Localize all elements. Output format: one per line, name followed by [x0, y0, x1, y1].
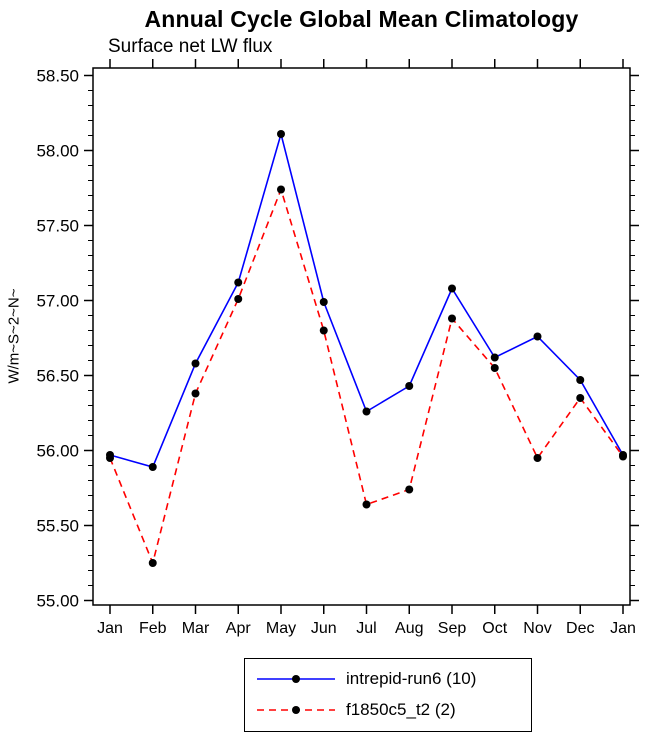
- plot-area: 55.00 55.50 56.00 56.50 57.00 57.50 58.00 58.50…: [36, 59, 639, 637]
- x-tick-label: May: [266, 620, 296, 637]
- legend: intrepid-run6 (10) f1850c5_t2 (2): [244, 658, 533, 732]
- data-point-marker: [191, 359, 200, 368]
- legend-line-sample: [257, 674, 335, 683]
- data-point-marker: [277, 185, 285, 194]
- legend-line-sample: [257, 705, 335, 714]
- data-point-marker: [362, 500, 371, 509]
- y-tick-label: 56.50: [36, 367, 79, 386]
- data-point-marker: [319, 326, 328, 335]
- x-tick-label: Apr: [226, 620, 252, 637]
- x-tick-label: Mar: [182, 620, 210, 637]
- x-tick-label: Feb: [139, 620, 167, 637]
- data-point-marker: [191, 389, 200, 398]
- legend-label: f1850c5_t2 (2): [346, 699, 456, 719]
- y-tick-label: 55.50: [36, 517, 79, 536]
- x-tick-label: Sep: [438, 620, 467, 637]
- series-line-0: [109, 130, 624, 468]
- x-tick-label: Jan: [610, 620, 636, 637]
- data-point-marker: [448, 284, 456, 293]
- legend-marker: [292, 674, 300, 683]
- y-tick-label: 57.50: [36, 217, 79, 236]
- data-point-marker: [533, 454, 542, 462]
- x-tick-label: Nov: [523, 620, 551, 637]
- data-point-marker: [234, 295, 243, 303]
- x-tick-label: Oct: [482, 620, 507, 637]
- data-point-marker: [319, 298, 328, 306]
- plot-frame: [92, 67, 631, 606]
- data-point-marker: [148, 463, 157, 471]
- data-point-marker: [490, 353, 499, 362]
- chart-title: Annual Cycle Global Mean Climatology: [144, 6, 579, 32]
- x-tick-label: Jun: [311, 620, 337, 637]
- y-tick-label: 57.00: [36, 292, 79, 311]
- legend-label: intrepid-run6 (10): [346, 668, 477, 688]
- y-tick-label: 58.00: [36, 142, 79, 161]
- data-point-marker: [362, 407, 371, 416]
- y-tick-label: 56.00: [36, 442, 79, 461]
- legend-item: intrepid-run6 (10): [257, 664, 476, 693]
- data-point-marker: [234, 278, 243, 287]
- data-point-marker: [576, 376, 585, 384]
- x-tick-label: Dec: [566, 620, 594, 637]
- x-tick-label: Jul: [356, 620, 376, 637]
- data-point-marker: [405, 485, 414, 494]
- y-tick-label: 55.00: [36, 592, 79, 611]
- data-point-marker: [405, 382, 414, 390]
- data-point-marker: [576, 394, 585, 402]
- data-point-marker: [148, 559, 157, 567]
- y-tick-label: 58.50: [36, 67, 79, 86]
- data-point-marker: [448, 314, 456, 323]
- x-tick-label: Aug: [395, 620, 423, 637]
- legend-marker: [292, 705, 300, 714]
- legend-item: f1850c5_t2 (2): [257, 695, 476, 724]
- x-tick-label: Jan: [97, 620, 123, 637]
- data-point-marker: [490, 364, 499, 372]
- data-point-marker: [277, 130, 285, 138]
- data-point-marker: [533, 332, 542, 341]
- chart-subtitle: Surface net LW flux: [108, 36, 273, 57]
- data-point-marker: [106, 454, 114, 462]
- data-point-marker: [619, 452, 627, 461]
